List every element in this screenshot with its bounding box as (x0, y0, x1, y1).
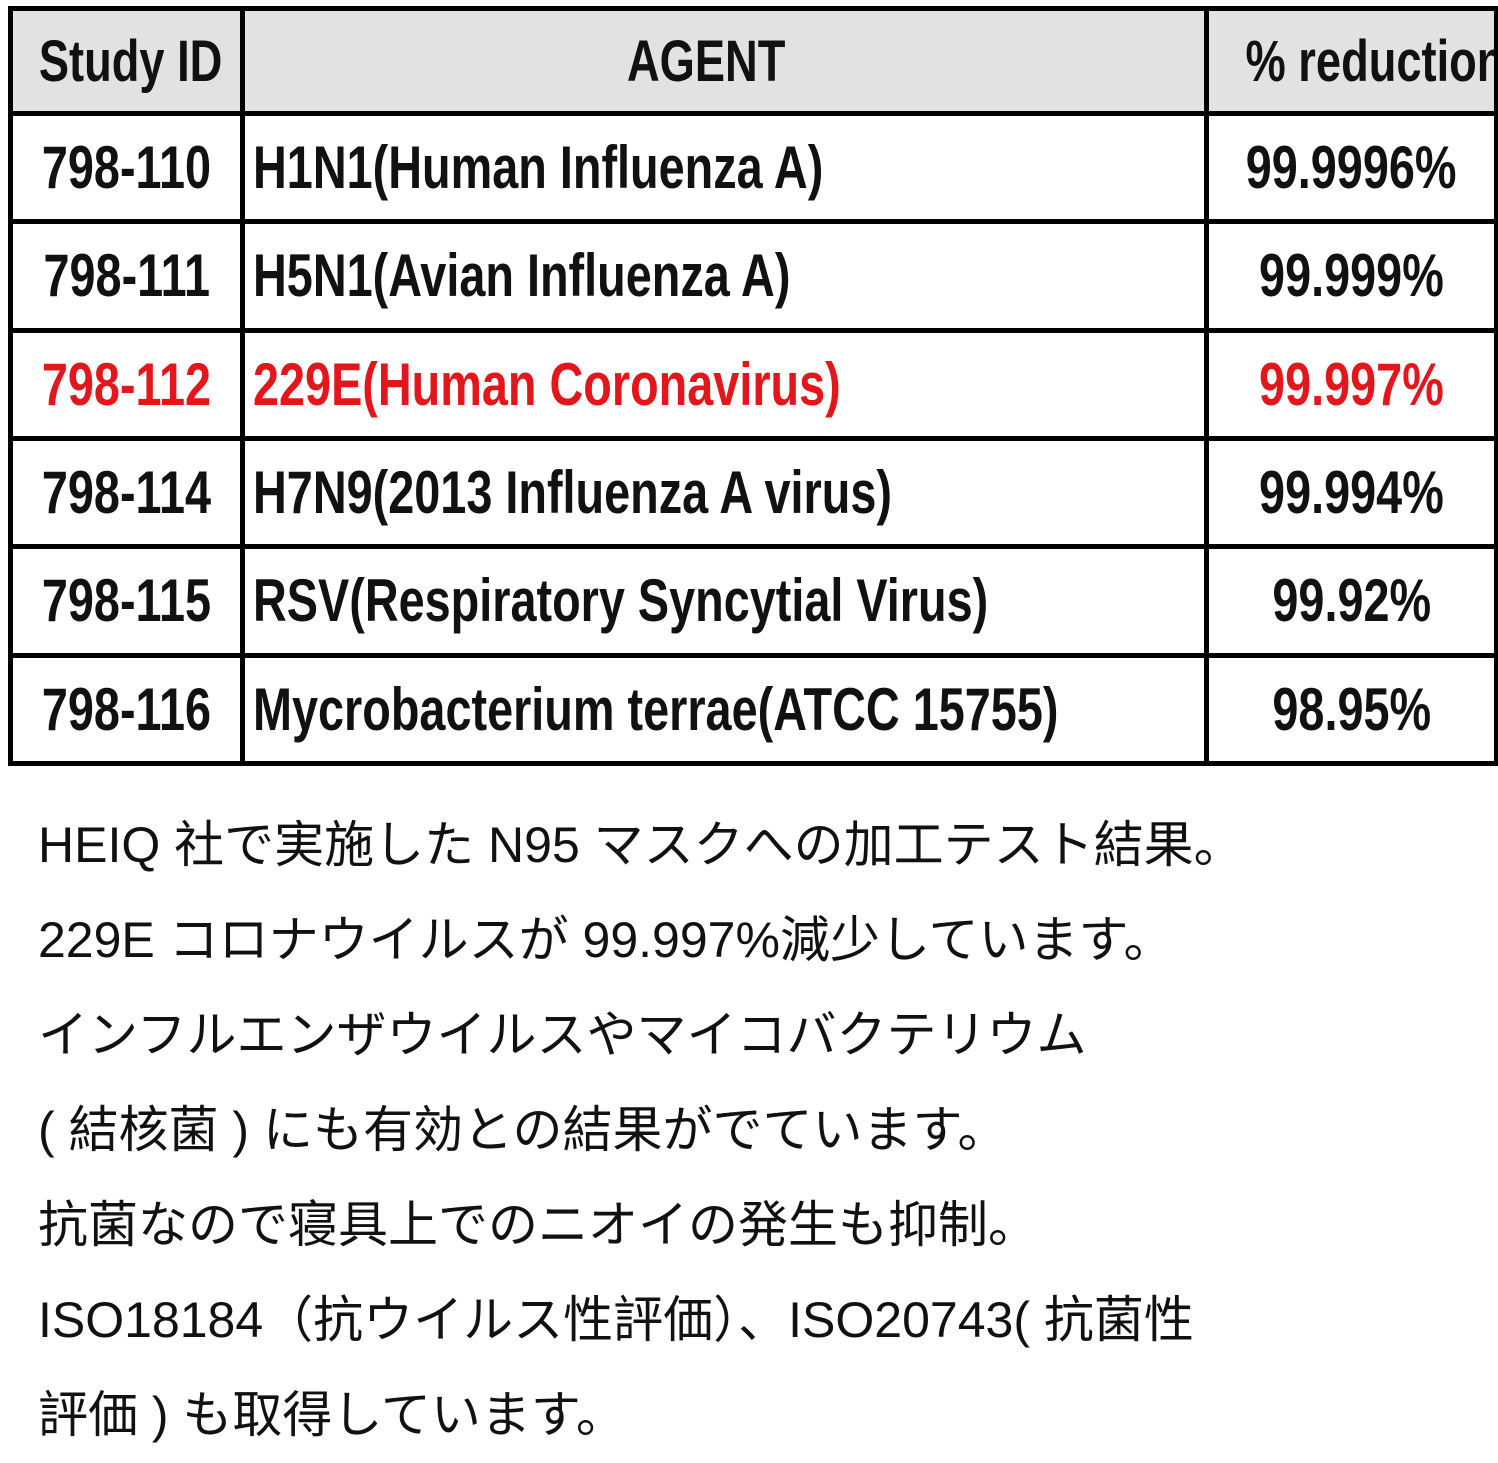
text-line: インフルエンザウイルスやマイコバクテリウム (38, 1007, 1087, 1063)
cell-text: Mycrobacterium terrae(ATCC 15755) (253, 675, 1059, 743)
table-cell: 798-115 (8, 544, 245, 658)
text-line: HEIQ 社で実施した N95 マスクへの加工テスト結果。 (38, 817, 1244, 873)
cell-text: 98.95% (1272, 675, 1431, 743)
table-cell: 99.999% (1204, 219, 1498, 333)
cell-text: 99.997% (1259, 350, 1444, 418)
cell-text: 798-115 (41, 567, 212, 635)
cell-text: 798-114 (41, 459, 212, 527)
table-cell: 798-112 (8, 327, 245, 441)
table-row: 798-116 Mycrobacterium terrae(ATCC 15755)… (8, 652, 1498, 767)
header-cell: AGENT (240, 6, 1209, 116)
table-cell: 98.95% (1204, 652, 1498, 767)
table-row: 798-112 229E(Human Coronavirus) 99.997% (8, 327, 1498, 441)
table-cell: RSV(Respiratory Syncytial Virus) (240, 544, 1209, 658)
table-cell: H5N1(Avian Influenza A) (240, 219, 1209, 333)
table-cell: 798-114 (8, 435, 245, 550)
cell-text: 229E(Human Coronavirus) (253, 350, 841, 418)
table-cell: 798-110 (8, 110, 245, 225)
header-text: Study ID (38, 28, 223, 94)
text-line: 229E コロナウイルスが 99.997%減少しています。 (38, 912, 1174, 968)
header-text: % reduction (1245, 28, 1497, 94)
table-row: 798-111 H5N1(Avian Influenza A) 99.999% (8, 219, 1498, 333)
cell-text: H5N1(Avian Influenza A) (253, 242, 791, 310)
table-cell: 99.994% (1204, 435, 1498, 550)
results-table: Study ID AGENT % reduction 798-110 H1N1(Hum… (8, 6, 1498, 767)
cell-text: 798-110 (41, 134, 212, 202)
cell-text: 99.9996% (1246, 134, 1457, 202)
cell-text: 798-111 (43, 242, 210, 310)
header-cell: % reduction (1204, 6, 1498, 116)
cell-text: 99.994% (1259, 459, 1444, 527)
table-row: 798-115 RSV(Respiratory Syncytial Virus) 9… (8, 544, 1498, 658)
header-row: Study ID AGENT % reduction (8, 6, 1498, 116)
table-cell: 99.9996% (1204, 110, 1498, 225)
cell-text: 798-116 (41, 675, 212, 743)
table-row: 798-114 H7N9(2013 Influenza A virus) 99.99… (8, 435, 1498, 550)
cell-text: 99.999% (1259, 242, 1444, 310)
description: HEIQ 社で実施した N95 マスクへの加工テスト結果。 229E コロナウイル… (38, 798, 1488, 1463)
table-cell: Mycrobacterium terrae(ATCC 15755) (240, 652, 1209, 767)
header-cell: Study ID (8, 6, 245, 116)
table-row: 798-110 H1N1(Human Influenza A) 99.9996% (8, 110, 1498, 225)
cell-text: H1N1(Human Influenza A) (253, 134, 824, 202)
table-cell: 798-116 (8, 652, 245, 767)
text-line: 抗菌なので寝具上でのニオイの発生も抑制。 (38, 1197, 1038, 1253)
text-line: 評価 ) も取得しています。 (38, 1387, 626, 1443)
cell-text: H7N9(2013 Influenza A virus) (253, 459, 892, 527)
header-text: AGENT (627, 28, 786, 94)
cell-text: RSV(Respiratory Syncytial Virus) (253, 567, 989, 635)
table-cell: 229E(Human Coronavirus) (240, 327, 1209, 441)
table-cell: H1N1(Human Influenza A) (240, 110, 1209, 225)
cell-text: 99.92% (1272, 567, 1431, 635)
table-cell: 99.92% (1204, 544, 1498, 658)
cell-text: 798-112 (41, 350, 212, 418)
table-cell: H7N9(2013 Influenza A virus) (240, 435, 1209, 550)
text-line: ( 結核菌 ) にも有効との結果がでています。 (38, 1102, 1008, 1158)
table-cell: 798-111 (8, 219, 245, 333)
text-line: ISO18184（抗ウイルス性評価）、ISO20743( 抗菌性 (38, 1292, 1194, 1348)
table-cell: 99.997% (1204, 327, 1498, 441)
